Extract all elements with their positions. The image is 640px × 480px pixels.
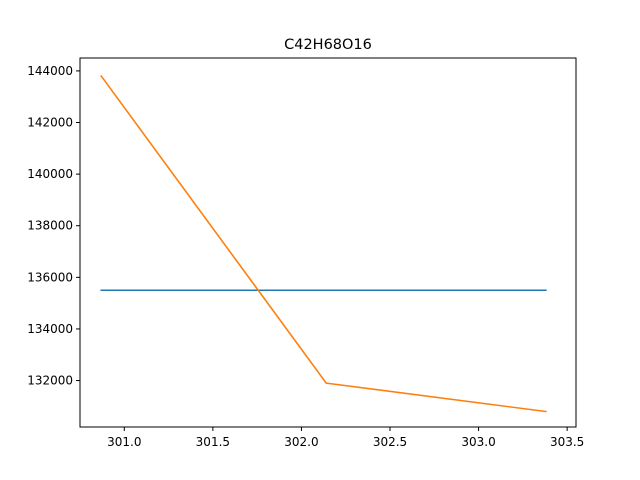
plot-frame xyxy=(79,57,577,428)
x-tick-label: 301.5 xyxy=(196,435,230,449)
y-tick-label: 142000 xyxy=(27,116,73,130)
x-axis: 301.0 301.5 302.0 302.5 303.0 303.5 xyxy=(107,427,584,449)
y-tick-label: 138000 xyxy=(27,219,73,233)
series-line-2 xyxy=(100,74,547,413)
y-tick-label: 136000 xyxy=(27,270,73,284)
y-tick-label: 144000 xyxy=(27,64,73,78)
y-tick-label: 140000 xyxy=(27,167,73,181)
x-tick-label: 302.0 xyxy=(284,435,318,449)
x-tick-label: 303.5 xyxy=(550,435,584,449)
y-tick-label: 132000 xyxy=(27,374,73,388)
x-tick-label: 301.0 xyxy=(107,435,141,449)
x-tick-label: 303.0 xyxy=(461,435,495,449)
y-axis: 132000 134000 136000 138000 140000 142000 1440… xyxy=(27,64,80,388)
y-tick-label: 134000 xyxy=(27,322,73,336)
x-tick-label: 302.5 xyxy=(373,435,407,449)
chart-title: C42H68O16 xyxy=(284,37,372,53)
series-layer xyxy=(100,74,547,413)
